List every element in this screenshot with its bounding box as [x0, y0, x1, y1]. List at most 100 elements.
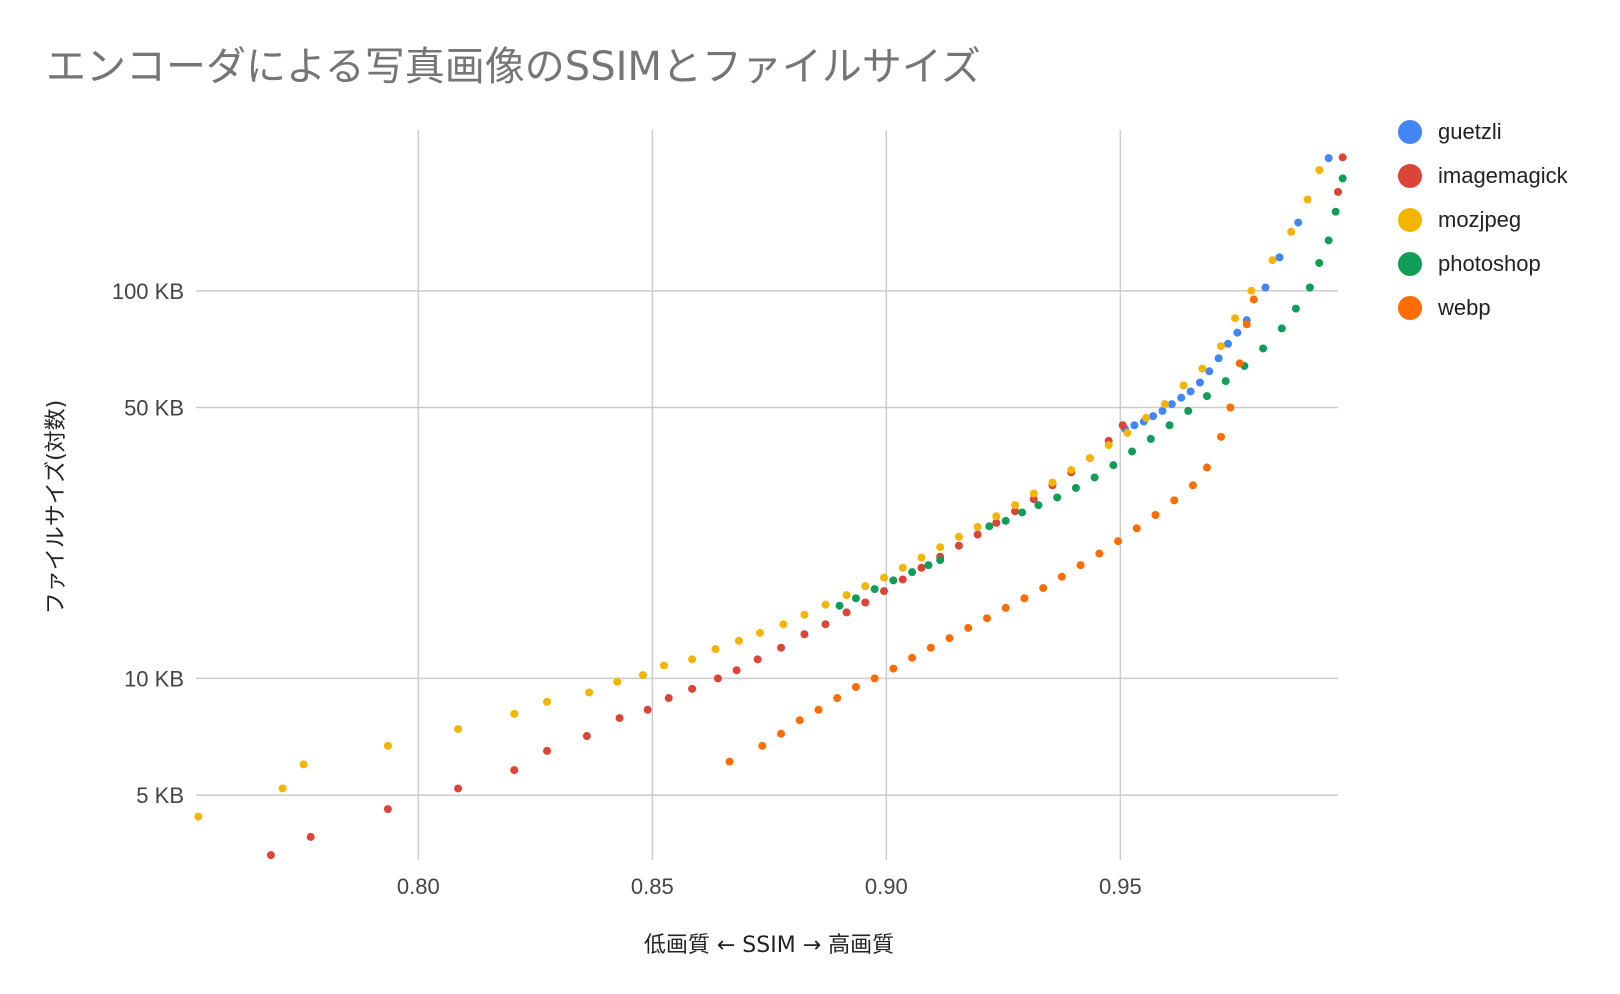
mozjpeg-point	[954, 532, 963, 541]
webp-point	[982, 614, 991, 623]
legend-item-webp[interactable]: webp	[1398, 293, 1491, 323]
webp-point	[1057, 572, 1066, 581]
mozjpeg-point	[755, 628, 764, 637]
y-tick-label: 10 KB	[124, 666, 184, 691]
guetzli-point	[1205, 367, 1214, 376]
webp-point	[725, 757, 734, 766]
webp-point	[945, 634, 954, 643]
mozjpeg-point	[299, 760, 308, 769]
mozjpeg-point	[880, 573, 889, 582]
webp-point	[1076, 561, 1085, 570]
mozjpeg-point	[1303, 195, 1312, 204]
guetzli-point	[1186, 387, 1195, 396]
imagemagick-point	[992, 518, 1001, 527]
y-tick-label: 5 KB	[136, 783, 184, 808]
webp-point	[1170, 496, 1179, 505]
photoshop-point	[1090, 473, 1099, 482]
imagemagick-point	[643, 705, 652, 714]
imagemagick-point	[1118, 421, 1127, 430]
guetzli-point	[1149, 412, 1158, 421]
webp-point	[777, 729, 786, 738]
imagemagick-point	[1334, 187, 1342, 196]
photoshop-point	[1315, 258, 1324, 267]
webp-point	[926, 643, 935, 652]
photoshop-point	[1305, 283, 1314, 292]
guetzli-point	[1177, 393, 1186, 402]
imagemagick-point	[664, 694, 673, 703]
legend-item-mozjpeg[interactable]: mozjpeg	[1398, 205, 1521, 235]
mozjpeg-point	[1160, 400, 1169, 409]
mozjpeg-point	[543, 697, 552, 706]
x-axis-title: 低画質 ← SSIM → 高画質	[644, 933, 894, 958]
point-layer	[194, 153, 1347, 860]
mozjpeg-point	[585, 688, 594, 697]
legend-dot	[1398, 296, 1422, 320]
legend-label: photoshop	[1438, 251, 1541, 276]
photoshop-point	[1165, 421, 1174, 430]
webp-point	[1095, 549, 1104, 558]
webp-point	[870, 674, 879, 683]
imagemagick-point	[306, 832, 315, 841]
x-tick-label: 0.95	[1099, 874, 1142, 899]
imagemagick-point	[383, 805, 392, 814]
mozjpeg-point	[1179, 381, 1188, 390]
photoshop-point	[1018, 508, 1027, 517]
photoshop-point	[924, 561, 933, 570]
imagemagick-point	[615, 714, 624, 723]
mozjpeg-point	[660, 661, 669, 670]
mozjpeg-point	[973, 522, 982, 531]
legend-label: webp	[1438, 295, 1491, 320]
guetzli-point	[1167, 400, 1176, 409]
photoshop-point	[1202, 392, 1211, 401]
legend-item-guetzli[interactable]: guetzli	[1398, 117, 1502, 147]
x-tick-label: 0.85	[631, 874, 674, 899]
guetzli-point	[1261, 283, 1270, 292]
legend-dot	[1398, 208, 1422, 232]
mozjpeg-point	[1048, 478, 1057, 487]
guetzli-point	[1233, 328, 1242, 337]
mozjpeg-point	[278, 784, 287, 793]
y-tick-label: 100 KB	[112, 279, 184, 304]
photoshop-point	[1338, 174, 1347, 183]
imagemagick-point	[880, 587, 889, 596]
mozjpeg-point	[1287, 227, 1296, 236]
y-tick-label: 50 KB	[124, 396, 184, 421]
legend-dot	[1398, 252, 1422, 276]
legend-item-imagemagick[interactable]: imagemagick	[1398, 161, 1568, 191]
webp-point	[1188, 481, 1197, 490]
photoshop-point	[1259, 344, 1268, 353]
guetzli-point	[1130, 421, 1139, 430]
legend-label: imagemagick	[1438, 163, 1568, 188]
webp-point	[1216, 432, 1225, 441]
webp-point	[1226, 403, 1235, 412]
mozjpeg-point	[1085, 454, 1094, 463]
tick-layer: 0.80 0.85 0.90 0.95 5 KB 10 KB 50 KB 100 KB	[112, 279, 1142, 899]
mozjpeg-point	[194, 812, 203, 821]
imagemagick-point	[543, 746, 552, 755]
webp-point	[1235, 359, 1244, 368]
webp-point	[889, 664, 898, 673]
webp-point	[833, 694, 842, 703]
imagemagick-point	[917, 563, 926, 572]
imagemagick-point	[732, 666, 741, 675]
imagemagick-point	[454, 784, 463, 793]
imagemagick-point	[777, 643, 786, 652]
imagemagick-point	[898, 575, 907, 584]
imagemagick-point	[688, 684, 697, 693]
mozjpeg-point	[1216, 342, 1225, 351]
legend-item-photoshop[interactable]: photoshop	[1398, 249, 1541, 279]
photoshop-point	[1128, 447, 1137, 456]
webp-point	[1001, 603, 1010, 612]
mozjpeg-point	[992, 512, 1001, 521]
webp-point	[795, 716, 804, 725]
imagemagick-point	[954, 541, 963, 550]
mozjpeg-point	[821, 600, 830, 609]
guetzli-point	[1275, 253, 1284, 262]
mozjpeg-point	[1198, 364, 1207, 373]
imagemagick-point	[973, 530, 982, 539]
webp-point	[964, 623, 973, 632]
photoshop-point	[851, 594, 860, 603]
mozjpeg-point	[1268, 256, 1277, 265]
photoshop-point	[936, 556, 945, 565]
